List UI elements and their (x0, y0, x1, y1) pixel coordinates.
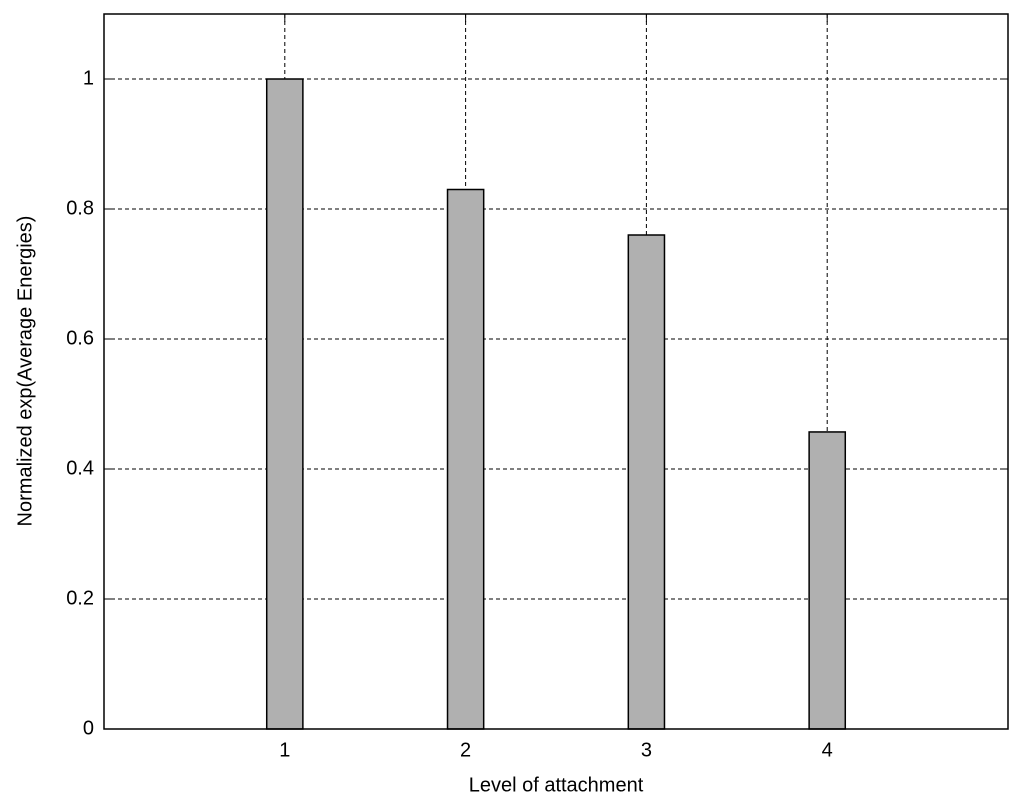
x-tick-label: 2 (460, 739, 471, 761)
y-tick-label: 0 (83, 717, 94, 739)
y-axis-label: Normalized exp(Average Energies) (14, 216, 36, 527)
bar (808, 431, 847, 730)
bar (627, 234, 666, 730)
y-tick-label: 0.8 (66, 197, 94, 219)
y-tick-label: 0.2 (66, 587, 94, 609)
y-tick-label: 0.6 (66, 327, 94, 349)
plot-frame (103, 13, 1009, 730)
x-tick-label: 4 (822, 739, 833, 761)
x-tick-label: 3 (641, 739, 652, 761)
bar (446, 188, 485, 730)
y-tick-label: 0.4 (66, 457, 94, 479)
x-axis-label: Level of attachment (469, 774, 644, 796)
bar (265, 78, 304, 730)
y-tick-label: 1 (83, 67, 94, 89)
x-tick-label: 1 (279, 739, 290, 761)
